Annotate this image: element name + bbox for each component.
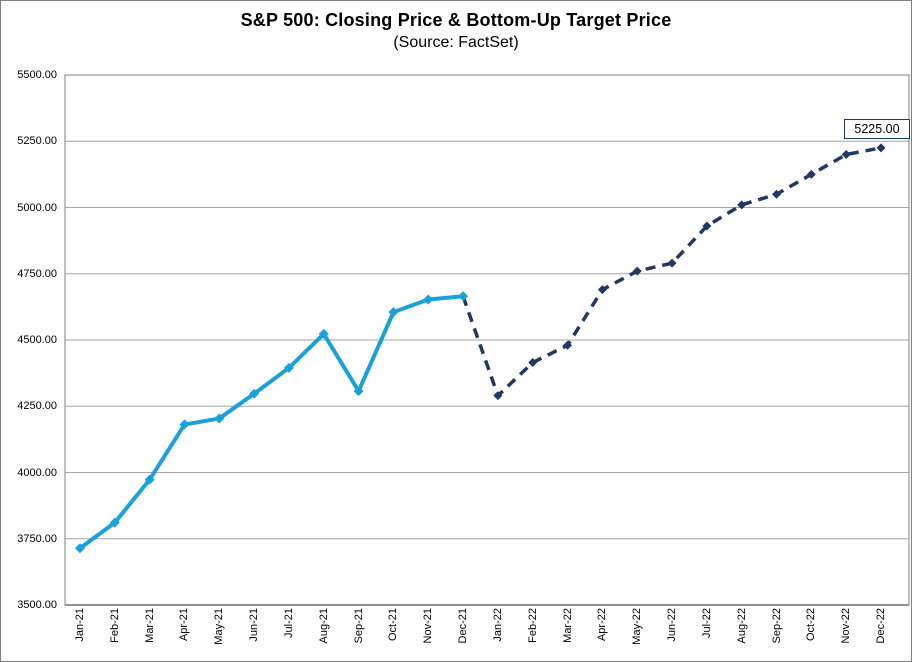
x-axis-tick-label: Jun-21 — [248, 608, 261, 642]
x-axis-tick-label: Nov-22 — [840, 608, 853, 644]
chart-subtitle: (Source: FactSet) — [393, 34, 519, 51]
data-point-marker — [109, 517, 120, 528]
y-axis-tick-label: 4500.00 — [17, 334, 57, 346]
y-axis-tick-label: 3750.00 — [17, 532, 57, 545]
x-axis-tick-label: Jan-21 — [74, 608, 86, 642]
x-axis-tick-label: Oct-22 — [805, 608, 818, 642]
x-axis-tick-label: Nov-21 — [422, 608, 435, 644]
x-axis-tick-label: Aug-22 — [735, 608, 748, 644]
data-point-marker — [493, 391, 503, 401]
data-point-marker — [214, 413, 225, 424]
chart-title: S&P 500: Closing Price & Bottom-Up Targe… — [240, 10, 672, 30]
x-axis-tick-label: Jul-21 — [282, 608, 295, 638]
data-point-marker — [283, 362, 294, 373]
series-line-closing-price — [78, 294, 464, 550]
y-axis-tick-label: 5000.00 — [17, 201, 57, 214]
x-axis-tick-label: Apr-21 — [178, 608, 191, 642]
data-point-marker — [841, 150, 851, 159]
data-point-marker — [737, 200, 747, 210]
y-axis-tick-label: 3500.00 — [17, 599, 57, 611]
data-point-marker — [144, 474, 155, 485]
data-point-marker — [806, 169, 816, 179]
x-axis-tick-label: May-22 — [631, 608, 644, 645]
y-axis-tick-label: 5250.00 — [17, 135, 57, 148]
x-axis-tick-label: Apr-22 — [596, 608, 609, 642]
data-point-marker — [667, 258, 677, 268]
x-axis-tick-label: Jul-22 — [700, 608, 713, 638]
y-axis-tick-label: 5500.00 — [17, 69, 57, 81]
x-axis-tick-label: Dec-21 — [457, 608, 470, 644]
x-axis-tick-label: Mar-22 — [561, 608, 574, 643]
x-axis-tick-label: Jun-22 — [666, 608, 679, 642]
data-point-marker — [75, 543, 85, 554]
data-point-marker — [563, 340, 573, 350]
data-point-marker — [458, 291, 469, 302]
data-point-marker — [772, 189, 782, 199]
y-axis-tick-label: 4250.00 — [17, 400, 57, 413]
x-axis-tick-label: Sep-22 — [770, 608, 783, 644]
x-axis-tick-label: Jan-22 — [491, 608, 504, 642]
x-axis-tick-label: Oct-21 — [387, 608, 400, 642]
data-point-marker — [353, 386, 364, 397]
data-point-marker — [528, 358, 538, 368]
x-axis-tick-label: May-21 — [213, 608, 226, 645]
x-axis-tick-label: Dec-22 — [875, 608, 887, 644]
data-point-marker — [702, 221, 712, 231]
series-line-bottom-up-target-price — [461, 146, 882, 398]
data-point-marker — [632, 266, 642, 276]
data-point-marker — [179, 419, 190, 430]
x-axis-tick-label: Mar-21 — [143, 608, 156, 643]
y-axis-tick-label: 4000.00 — [17, 466, 57, 479]
x-axis-tick-label: Feb-21 — [108, 608, 121, 643]
x-axis-tick-label: Sep-21 — [352, 608, 365, 644]
data-point-marker — [597, 285, 607, 295]
target-price-label: 5225.00 — [844, 119, 910, 139]
data-point-marker — [318, 328, 329, 339]
data-point-marker — [249, 388, 260, 399]
x-axis-tick-label: Feb-22 — [526, 608, 539, 643]
data-point-marker — [388, 307, 399, 318]
data-point-marker — [876, 143, 886, 153]
y-axis-tick-label: 4750.00 — [17, 267, 57, 280]
x-axis-tick-label: Aug-21 — [317, 608, 330, 644]
data-point-marker — [423, 294, 434, 305]
